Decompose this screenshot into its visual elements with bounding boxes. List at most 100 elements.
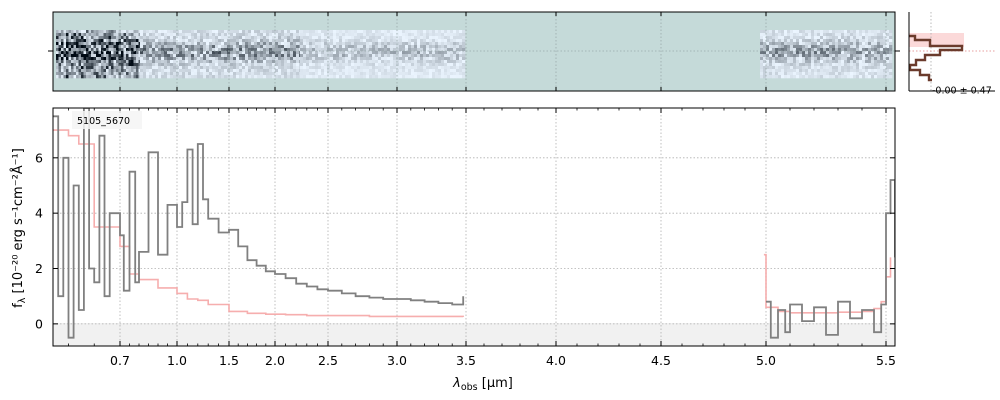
spectrum-2d-pixel: [167, 30, 171, 34]
spectrum-2d-pixel: [393, 72, 397, 76]
spectrum-2d-pixel: [140, 75, 144, 79]
spectrum-2d-pixel: [173, 39, 177, 43]
spectrum-2d-pixel: [293, 36, 297, 40]
spectrum-2d-pixel: [212, 42, 216, 46]
spectrum-2d-pixel: [859, 48, 863, 52]
spectrum-2d-pixel: [778, 33, 782, 37]
spectrum-2d-pixel: [76, 60, 79, 64]
spectrum-2d-pixel: [387, 39, 391, 43]
spectrum-2d-pixel: [96, 57, 99, 61]
spectrum-2d-pixel: [889, 72, 893, 76]
spectrum-2d-pixel: [315, 36, 319, 40]
spectrum-2d-pixel: [239, 66, 243, 70]
spectrum-2d-pixel: [387, 30, 391, 34]
spectrum-2d-pixel: [113, 45, 117, 49]
spectrum-2d-pixel: [778, 39, 782, 43]
spectrum-2d-pixel: [817, 30, 821, 34]
spectrum-2d-pixel: [293, 33, 297, 37]
spectrum-2d-pixel: [835, 48, 839, 52]
spectrum-2d-pixel: [886, 30, 890, 34]
spectrum-2d-pixel: [402, 36, 406, 40]
spectrum-2d-pixel: [369, 45, 373, 49]
spectrum-2d-pixel: [324, 48, 328, 52]
spectrum-2d-pixel: [372, 39, 376, 43]
spectrum-2d-pixel: [167, 63, 171, 67]
spectrum-2d-pixel: [296, 45, 300, 49]
spectrum-2d-pixel: [206, 75, 210, 79]
spectrum-2d-pixel: [769, 66, 773, 70]
spectrum-2d-pixel: [781, 72, 785, 76]
spectrum-2d-pixel: [149, 48, 153, 52]
spectrum-2d-pixel: [342, 39, 346, 43]
spectrum-2d-pixel: [811, 60, 815, 64]
spectrum-2d-pixel: [113, 48, 117, 52]
spectrum-2d-pixel: [444, 33, 448, 37]
spectrum-2d-pixel: [787, 69, 791, 73]
spectrum-2d-pixel: [817, 36, 821, 40]
spectrum-2d-pixel: [456, 75, 460, 79]
spectrum-2d-pixel: [841, 63, 845, 67]
spectrum-2d-pixel: [167, 36, 171, 40]
spectrum-2d-pixel: [106, 45, 109, 49]
spectrum-2d-pixel: [348, 42, 352, 46]
spectrum-2d-pixel: [275, 66, 279, 70]
spectrum-2d-pixel: [152, 60, 156, 64]
spectrum-2d-pixel: [387, 60, 391, 64]
spectrum-2d-pixel: [191, 51, 195, 55]
spectrum-2d-pixel: [66, 33, 69, 37]
spectrum-2d-pixel: [251, 66, 255, 70]
spectrum-2d-pixel: [880, 30, 884, 34]
spectrum-2d-pixel: [197, 54, 201, 58]
spectrum-2d-pixel: [251, 42, 255, 46]
spectrum-2d-pixel: [321, 48, 325, 52]
spectrum-2d-pixel: [808, 33, 812, 37]
spectrum-2d-pixel: [366, 72, 370, 76]
spectrum-2d-pixel: [88, 57, 92, 61]
spectrum-2d-pixel: [138, 42, 142, 46]
spectrum-2d-pixel: [462, 39, 466, 43]
spectrum-2d-pixel: [375, 39, 379, 43]
spectrum-2d-pixel: [272, 42, 276, 46]
spectrum-2d-pixel: [387, 33, 391, 37]
spectrum-2d-pixel: [378, 66, 382, 70]
spectrum-2d-pixel: [447, 36, 451, 40]
spectrum-2d-pixel: [760, 51, 764, 55]
spectrum-2d-pixel: [336, 51, 340, 55]
spectrum-2d-pixel: [820, 51, 824, 55]
spectrum-2d-pixel: [242, 33, 246, 37]
spectrum-2d-pixel: [856, 63, 860, 67]
spectrum-2d-pixel: [138, 75, 142, 79]
spectrum-2d-pixel: [170, 36, 174, 40]
spectrum-2d-pixel: [874, 66, 878, 70]
spectrum-2d-pixel: [257, 36, 261, 40]
spectrum-2d-pixel: [242, 45, 246, 49]
spectrum-2d-pixel: [300, 42, 304, 46]
spectrum-2d-pixel: [390, 57, 394, 61]
spectrum-2d-pixel: [200, 51, 204, 55]
spectrum-2d-pixel: [296, 57, 300, 61]
spectrum-2d-pixel: [200, 42, 204, 46]
spectrum-2d-frame: [52, 11, 896, 92]
main-frame: [52, 107, 896, 347]
spectrum-2d-pixel: [303, 33, 307, 37]
spectrum-2d-pixel: [871, 72, 875, 76]
spectrum-2d-pixel: [146, 75, 150, 79]
spectrum-2d-pixel: [862, 42, 866, 46]
spectrum-2d-pixel: [838, 48, 842, 52]
spectrum-2d-pixel: [284, 51, 288, 55]
spectrum-2d-pixel: [126, 36, 129, 40]
spectrum-2d-pixel: [266, 39, 270, 43]
spectrum-2d-pixel: [441, 66, 445, 70]
spectrum-2d-pixel: [853, 30, 857, 34]
spectrum-2d-pixel: [152, 69, 156, 73]
spectrum-2d-pixel: [272, 75, 276, 79]
spectrum-2d-pixel: [251, 33, 255, 37]
spectrum-2d-pixel: [333, 39, 337, 43]
spectrum-2d-pixel: [781, 60, 785, 64]
spectrum-2d-pixel: [817, 66, 821, 70]
residual-histogram-panel: -0.00 ± 0.47: [908, 12, 995, 97]
spectrum-2d-pixel: [447, 30, 451, 34]
spectrum-2d-pixel: [66, 30, 69, 34]
spectrum-2d-pixel: [372, 75, 376, 79]
spectrum-2d-pixel: [103, 51, 107, 55]
